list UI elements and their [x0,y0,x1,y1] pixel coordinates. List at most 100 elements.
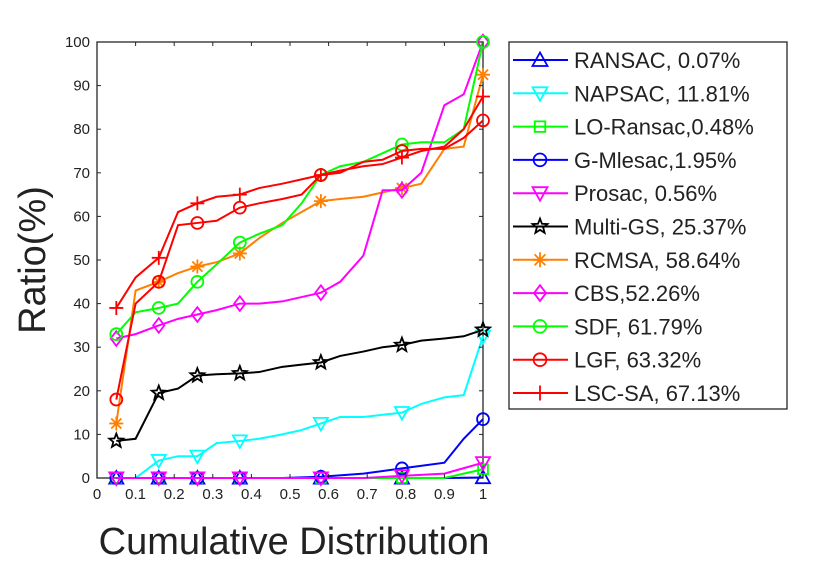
data-point-rcmsa [109,416,124,431]
data-point-prosac [188,471,206,487]
legend-marker [532,283,548,303]
data-point-napsac [188,449,206,466]
x-tick-label: 0.7 [357,486,378,503]
legend-marker [533,120,547,133]
x-tick-label: 0.6 [318,486,339,503]
legend-item-ransac: RANSAC, 0.07% [513,48,740,73]
data-point-napsac [393,406,411,422]
data-point-lsc-sa [109,300,124,315]
legend-label: G-Mlesac,1.95% [574,148,737,173]
data-point-ransac [474,468,492,485]
legend-marker [530,186,550,203]
y-tick-label: 0 [82,470,90,487]
data-point-cbs [190,305,205,324]
data-point-sdf [151,301,166,315]
data-point-lgf [151,274,166,289]
legend-item-rcmsa: RCMSA, 58.64% [513,248,740,273]
series-line-multi-gs [116,328,484,442]
x-axis-title: Cumulative Distribution [99,521,490,563]
y-tick-label: 70 [73,165,90,182]
legend-marker [530,50,550,67]
y-tick-label: 30 [73,339,90,356]
data-point-prosac [474,456,492,472]
data-point-lsc-sa [476,89,490,104]
series-line-napsac [116,335,484,479]
x-tick-label: 0.9 [434,486,455,503]
data-point-cbs [233,294,247,313]
data-point-rcmsa [313,194,328,209]
data-point-cbs [395,181,409,200]
series-line-lgf [115,119,484,400]
legend-label: RCMSA, 58.64% [574,248,740,273]
legend-item-lsc-sa: LSC-SA, 67.13% [513,381,740,406]
axis-layer: 0 0.1 0.2 0.3 0.4 0.5 0.6 0.7 0.8 0.9 101020304050… [65,34,487,503]
series-line-sdf [115,41,484,335]
legend-marker [532,252,548,268]
series-line-prosac [116,461,484,479]
x-tick-label: 1 [479,486,487,503]
legend-marker [532,152,548,168]
data-point-multi-gs [473,319,493,338]
data-point-lsc-sa [313,167,328,182]
data-point-napsac [150,454,168,470]
x-tick-label: 0.1 [125,486,146,503]
legend-marker [532,352,548,367]
data-point-multi-gs [392,335,412,353]
data-point-rcmsa [394,181,409,196]
data-point-multi-gs [230,363,250,382]
series-line-cbs [116,41,484,340]
x-tick-label: 0.8 [395,486,416,503]
data-point-sdf [190,274,205,289]
data-point-prosac [107,471,125,487]
legend-marker [530,216,550,235]
y-tick-label: 50 [73,252,90,269]
legend-item-cbs: CBS,52.26% [513,281,700,306]
legend-item-sdf: SDF, 61.79% [513,314,702,339]
x-tick-label: 0.3 [202,486,223,503]
x-tick-label: 0.2 [164,486,185,503]
legend-item-lgf: LGF, 63.32% [513,348,701,373]
y-tick-label: 40 [73,296,90,313]
legend: RANSAC, 0.07% NAPSAC, 11.81% LO-Ransac,0.4… [508,41,788,410]
data-point-multi-gs [311,352,331,371]
data-point-sdf [109,327,124,341]
legend-marker [532,385,548,401]
legend-label: RANSAC, 0.07% [574,48,740,73]
data-point-cbs [314,283,328,302]
legend-label: SDF, 61.79% [574,314,702,339]
data-point-rcmsa [476,67,490,82]
data-point-g-mlesac [476,412,490,426]
y-tick-label: 10 [73,426,90,443]
data-point-prosac [312,471,330,487]
data-point-multi-gs [106,431,126,449]
legend-marker [532,319,548,334]
data-point-lgf [109,392,124,407]
legend-item-multi-gs: Multi-GS, 25.37% [513,215,746,240]
data-point-sdf [232,235,247,250]
data-point-lsc-sa [151,250,166,265]
data-point-multi-gs [187,365,207,384]
legend-label: NAPSAC, 11.81% [574,81,750,106]
legend-label: Prosac, 0.56% [574,181,717,206]
data-point-prosac [231,471,249,487]
data-point-lsc-sa [394,150,409,165]
legend-label: LSC-SA, 67.13% [574,381,740,406]
data-point-prosac [150,471,168,487]
legend-item-napsac: NAPSAC, 11.81% [513,81,750,106]
legend-label: LGF, 63.32% [574,348,701,373]
series-cbs [109,33,490,348]
x-tick-label: 0.5 [280,486,301,503]
data-point-lgf [476,113,490,128]
y-tick-label: 90 [73,78,90,95]
data-point-lgf [232,200,247,215]
series-multi-gs [106,319,493,449]
series-prosac [107,456,492,487]
series-line-rcmsa [115,74,484,424]
data-point-lsc-sa [232,187,247,202]
legend-item-lo-ransac: LO-Ransac,0.48% [513,115,754,140]
data-point-cbs [109,329,124,348]
y-tick-label: 60 [73,208,90,225]
data-point-lsc-sa [190,196,205,211]
x-tick-label: 0 [93,486,101,503]
